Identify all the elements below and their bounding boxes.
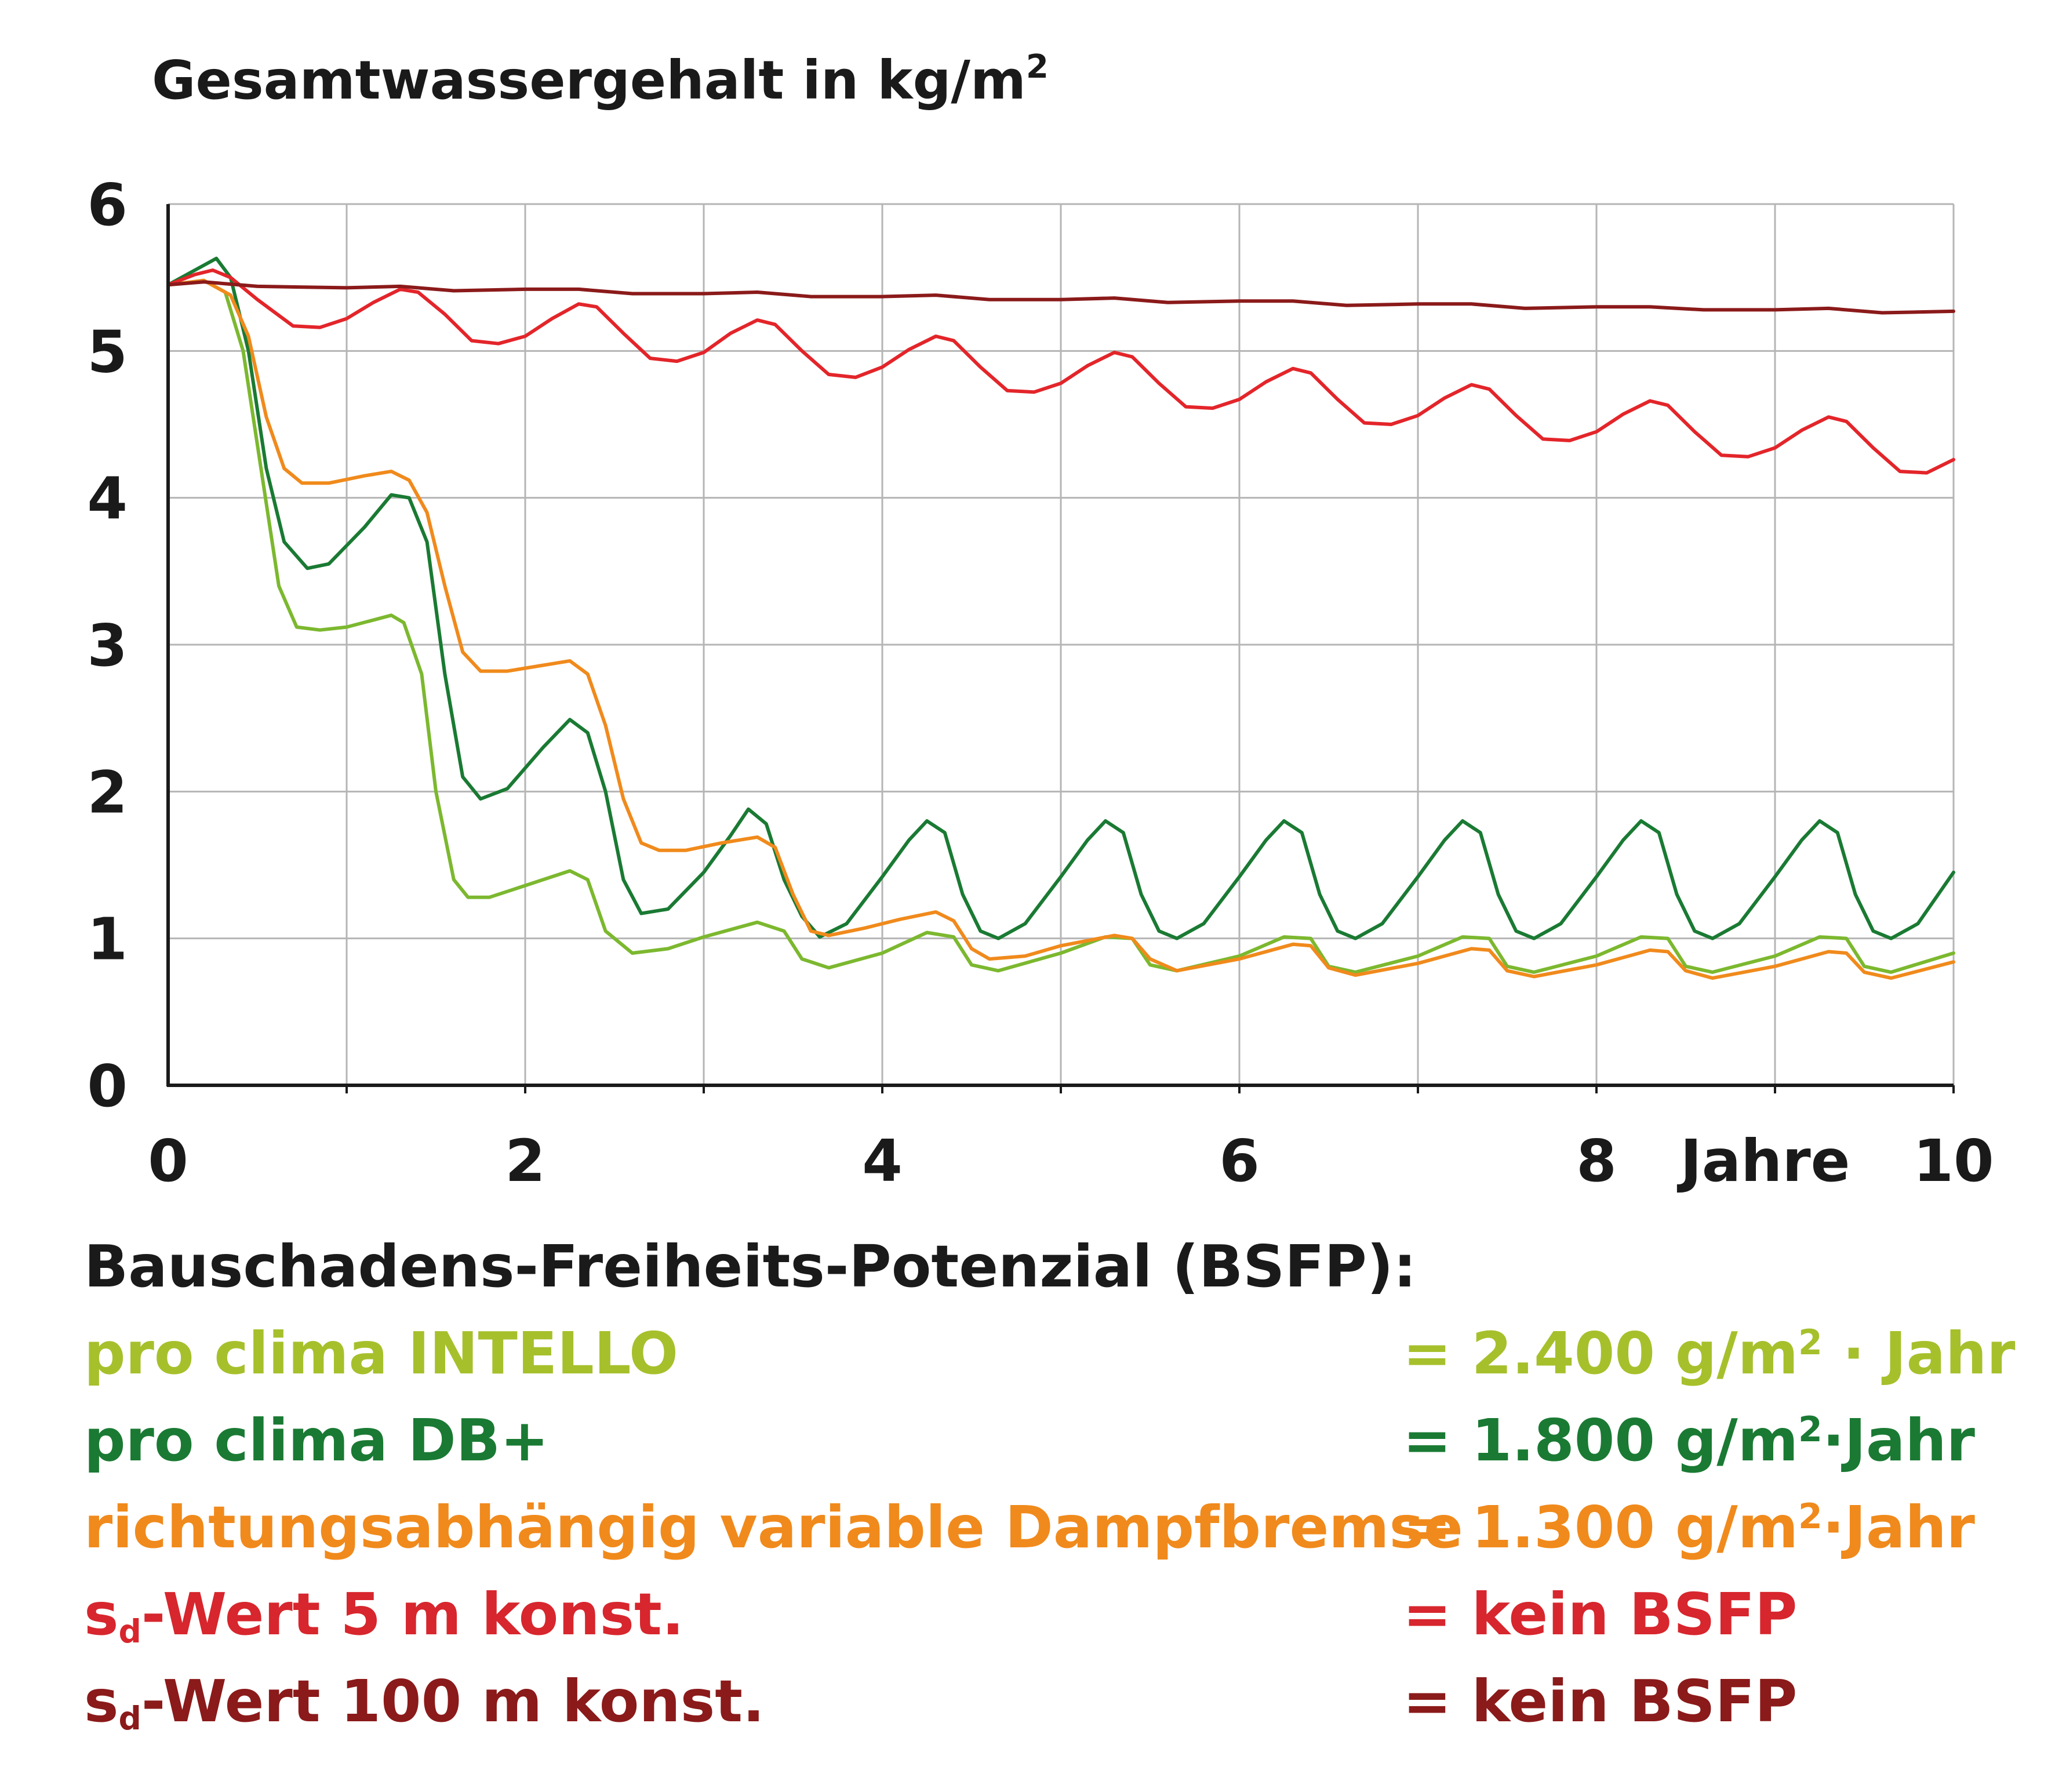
y-tick-label: 0	[87, 1052, 128, 1120]
y-tick-label: 3	[87, 612, 128, 679]
y-axis-title-main: Gesamtwassergehalt in kg/m	[152, 49, 1026, 111]
x-tick-label: 2	[505, 1127, 545, 1195]
legend-item-name: sd-Wert 5 m konst.	[84, 1580, 684, 1650]
x-tick-label: 4	[862, 1127, 903, 1195]
x-tick-label: 8	[1576, 1127, 1617, 1195]
legend-item-name: pro clima DB+	[84, 1406, 549, 1474]
series-lines	[166, 256, 1955, 980]
series-line-3	[166, 268, 1955, 475]
x-tick-label: 6	[1219, 1127, 1260, 1195]
x-tick-label: 10	[1913, 1127, 1994, 1195]
x-axis-unit-label: Jahre	[1676, 1127, 1850, 1195]
y-tick-labels: 0 1 2 3 4 5 6	[87, 171, 128, 1120]
legend-item-intello: pro clima INTELLO = 2.400 g/m2 · Jahr	[84, 1310, 2043, 1397]
legend-item-value: = 1.800 g/m2·Jahr	[1403, 1406, 1975, 1474]
legend-item-name: sd-Wert 100 m konst.	[84, 1667, 765, 1737]
y-tick-label: 6	[87, 171, 128, 239]
series-line-4	[166, 280, 1955, 315]
legend-item-sd-100m: sd-Wert 100 m konst. = kein BSFP	[84, 1658, 2043, 1745]
legend-item-sd-5m: sd-Wert 5 m konst. = kein BSFP	[84, 1571, 2043, 1658]
legend-item-name: richtungsabhängig variable Dampfbremse	[84, 1493, 1463, 1561]
legend-title: Bauschadens-Freiheits-Potenzial (BSFP):	[84, 1233, 1417, 1300]
y-tick-label: 2	[87, 758, 128, 826]
axes	[166, 204, 1955, 1093]
legend-item-name: pro clima INTELLO	[84, 1320, 679, 1387]
legend-item-value: = kein BSFP	[1403, 1667, 1798, 1735]
x-tick-labels: 0 2 4 6 8 10	[148, 1127, 1994, 1195]
series-line-0	[166, 278, 1955, 974]
series-line-1	[166, 256, 1955, 940]
y-axis-title-sup: 2	[1026, 48, 1049, 86]
legend-item-db-plus: pro clima DB+ = 1.800 g/m2·Jahr	[84, 1397, 2043, 1484]
legend-item-value: = kein BSFP	[1403, 1580, 1798, 1648]
legend-item-variable-dampfbremse: richtungsabhängig variable Dampfbremse =…	[84, 1484, 2043, 1571]
y-axis-title: Gesamtwassergehalt in kg/m2	[152, 48, 1049, 111]
y-tick-label: 4	[87, 465, 128, 533]
y-tick-label: 1	[87, 906, 128, 973]
x-tick-label: 0	[148, 1127, 188, 1195]
legend: Bauschadens-Freiheits-Potenzial (BSFP): …	[84, 1223, 2043, 1745]
series-line-2	[166, 278, 1955, 980]
legend-item-value: = 2.400 g/m2 · Jahr	[1403, 1320, 2016, 1387]
y-tick-label: 5	[87, 318, 128, 386]
legend-item-value: = 1.300 g/m2·Jahr	[1403, 1493, 1975, 1561]
